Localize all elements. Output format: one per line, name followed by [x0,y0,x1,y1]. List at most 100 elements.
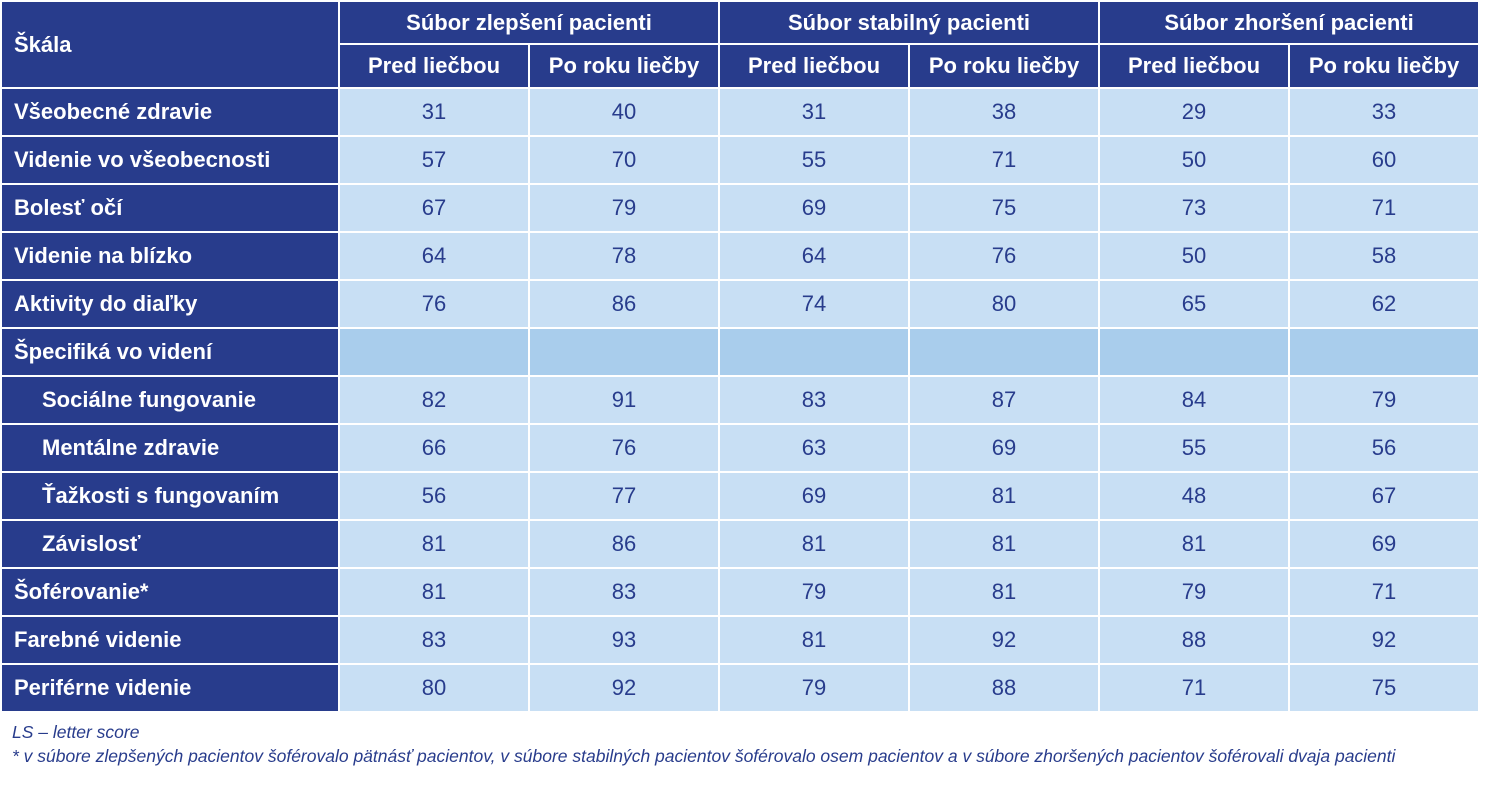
table-cell: 80 [907,279,1101,329]
row-label: Farebné videnie [0,615,340,665]
table-cell: 31 [338,87,530,137]
table-cell: 38 [907,87,1101,137]
table-cell: 29 [1098,87,1291,137]
table-cell: 86 [528,519,720,569]
table-cell: 50 [1098,135,1291,185]
table-row: Sociálne fungovanie 82 91 83 87 84 79 [0,375,1481,425]
subheader-before: Pred liečbou [1098,43,1291,89]
table-cell: 83 [338,615,530,665]
table-cell: 67 [338,183,530,233]
table-cell: 76 [528,423,720,473]
table-cell: 73 [1098,183,1291,233]
row-label: Videnie vo všeobecnosti [0,135,340,185]
subheader-before: Pred liečbou [718,43,910,89]
table-cell [1098,327,1291,377]
subheader-after: Po roku liečby [907,43,1101,89]
table-cell: 74 [718,279,910,329]
table-cell: 77 [528,471,720,521]
table-cell: 82 [338,375,530,425]
group-header-improved: Súbor zlepšení pacienti [338,0,720,45]
table-cell: 40 [528,87,720,137]
row-label: Mentálne zdravie [0,423,340,473]
table-cell: 93 [528,615,720,665]
table-cell: 75 [907,183,1101,233]
table-cell: 81 [338,567,530,617]
table-row: Periférne videnie 80 92 79 88 71 75 [0,663,1481,713]
table-cell: 79 [528,183,720,233]
table-cell: 65 [1098,279,1291,329]
table-cell: 60 [1288,135,1481,185]
table-cell: 69 [718,471,910,521]
table-cell: 76 [338,279,530,329]
table-cell: 79 [718,663,910,713]
subheader-before: Pred liečbou [338,43,530,89]
table-cell [718,327,910,377]
table-cell: 80 [338,663,530,713]
row-label: Špecifiká vo videní [0,327,340,377]
table-row: Videnie na blízko 64 78 64 76 50 58 [0,231,1481,281]
table-notes: LS – letter score * v súbore zlepšených … [12,720,1482,768]
table-cell: 91 [528,375,720,425]
table-cell: 71 [1098,663,1291,713]
row-label: Videnie na blízko [0,231,340,281]
table-cell: 33 [1288,87,1481,137]
table-cell: 70 [528,135,720,185]
table-cell: 69 [907,423,1101,473]
row-label: Šoférovanie* [0,567,340,617]
table-cell: 76 [907,231,1101,281]
table-cell: 55 [1098,423,1291,473]
table-cell: 48 [1098,471,1291,521]
table-cell: 55 [718,135,910,185]
table-cell: 92 [907,615,1101,665]
table-cell: 81 [1098,519,1291,569]
table-row: Mentálne zdravie 66 76 63 69 55 56 [0,423,1481,473]
table-cell: 81 [338,519,530,569]
table-cell: 63 [718,423,910,473]
scale-header: Škála [0,0,340,89]
table-cell: 81 [907,519,1101,569]
table-row: Šoférovanie* 81 83 79 81 79 71 [0,567,1481,617]
table-cell [1288,327,1481,377]
table-cell: 88 [1098,615,1291,665]
table-cell: 57 [338,135,530,185]
table-cell: 64 [338,231,530,281]
table-header: Škála Súbor zlepšení pacienti Súbor stab… [0,0,1481,89]
table-cell: 81 [907,567,1101,617]
table-cell [338,327,530,377]
table-cell: 64 [718,231,910,281]
table-row: Špecifiká vo videní [0,327,1481,377]
table-cell: 79 [718,567,910,617]
table-row: Farebné videnie 83 93 81 92 88 92 [0,615,1481,665]
table-cell: 87 [907,375,1101,425]
table-cell [528,327,720,377]
table-cell: 84 [1098,375,1291,425]
table-cell: 79 [1288,375,1481,425]
table-row: Ťažkosti s fungovaním 56 77 69 81 48 67 [0,471,1481,521]
table-cell: 56 [338,471,530,521]
abbreviation-note: LS – letter score [12,722,140,742]
table-cell: 86 [528,279,720,329]
table-row: Závislosť 81 86 81 81 81 69 [0,519,1481,569]
table-cell: 78 [528,231,720,281]
table-cell: 88 [907,663,1101,713]
table-cell: 58 [1288,231,1481,281]
table-cell: 62 [1288,279,1481,329]
subheader-after: Po roku liečby [528,43,720,89]
row-label: Závislosť [0,519,340,569]
footnote: * v súbore zlepšených pacientov šoférova… [12,746,1396,766]
table-body: Všeobecné zdravie 31 40 31 38 29 33 Videnie vo … [0,87,1481,713]
table-cell: 56 [1288,423,1481,473]
table-cell: 81 [718,519,910,569]
table-cell: 81 [907,471,1101,521]
group-header-worsened: Súbor zhoršení pacienti [1098,0,1481,45]
table-cell: 69 [1288,519,1481,569]
results-table: Škála Súbor zlepšení pacienti Súbor stab… [0,0,1481,713]
table-cell: 69 [718,183,910,233]
table-cell: 83 [528,567,720,617]
table-row: Aktivity do diaľky 76 86 74 80 65 62 [0,279,1481,329]
table-cell: 75 [1288,663,1481,713]
table-row: Videnie vo všeobecnosti 57 70 55 71 50 60 [0,135,1481,185]
table-cell: 81 [718,615,910,665]
table-cell: 67 [1288,471,1481,521]
table-cell: 31 [718,87,910,137]
